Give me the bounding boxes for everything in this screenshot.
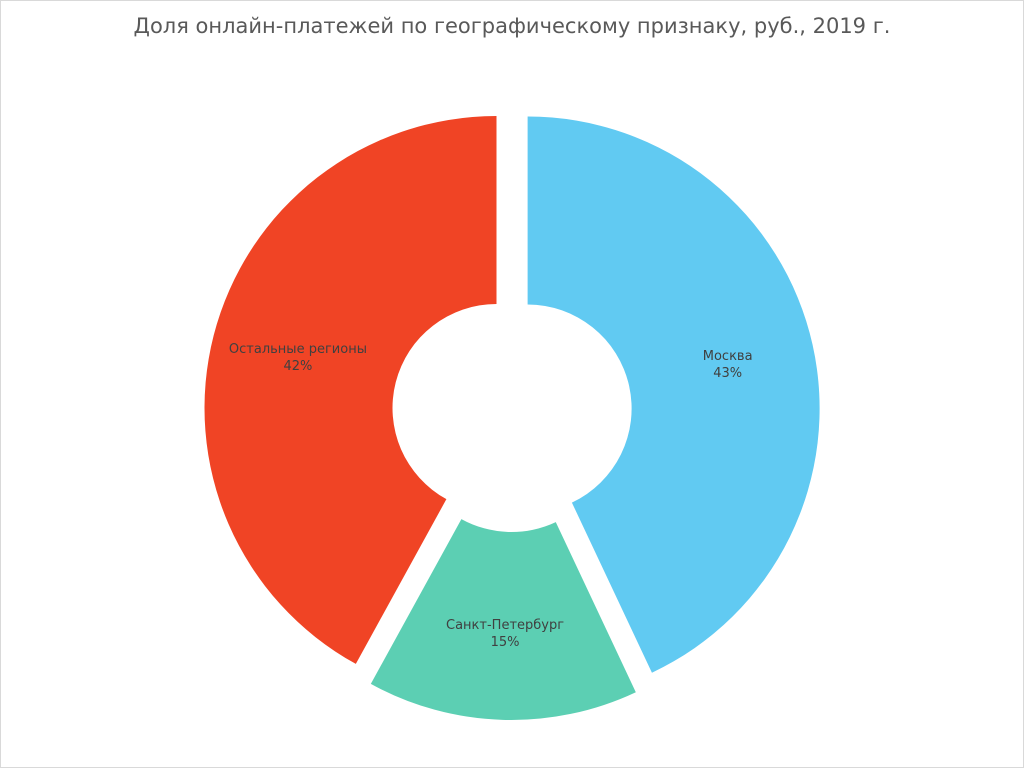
chart-title: Доля онлайн-платежей по географическому … (133, 14, 891, 38)
slice-label-0: Москва 43% (703, 349, 753, 381)
slice-name-2: Остальные регионы (229, 342, 367, 357)
slice-value-2: 42% (283, 359, 312, 374)
slice-0[interactable] (527, 116, 820, 673)
slice-2[interactable] (204, 116, 497, 664)
slice-value-1: 15% (491, 635, 520, 650)
slice-value-0: 43% (713, 366, 742, 381)
slice-name-0: Москва (703, 349, 753, 364)
slice-label-2: Остальные регионы 42% (229, 342, 367, 374)
slice-1[interactable] (370, 519, 636, 720)
slice-label-1: Санкт-Петербург 15% (446, 618, 564, 650)
slice-name-1: Санкт-Петербург (446, 618, 564, 633)
